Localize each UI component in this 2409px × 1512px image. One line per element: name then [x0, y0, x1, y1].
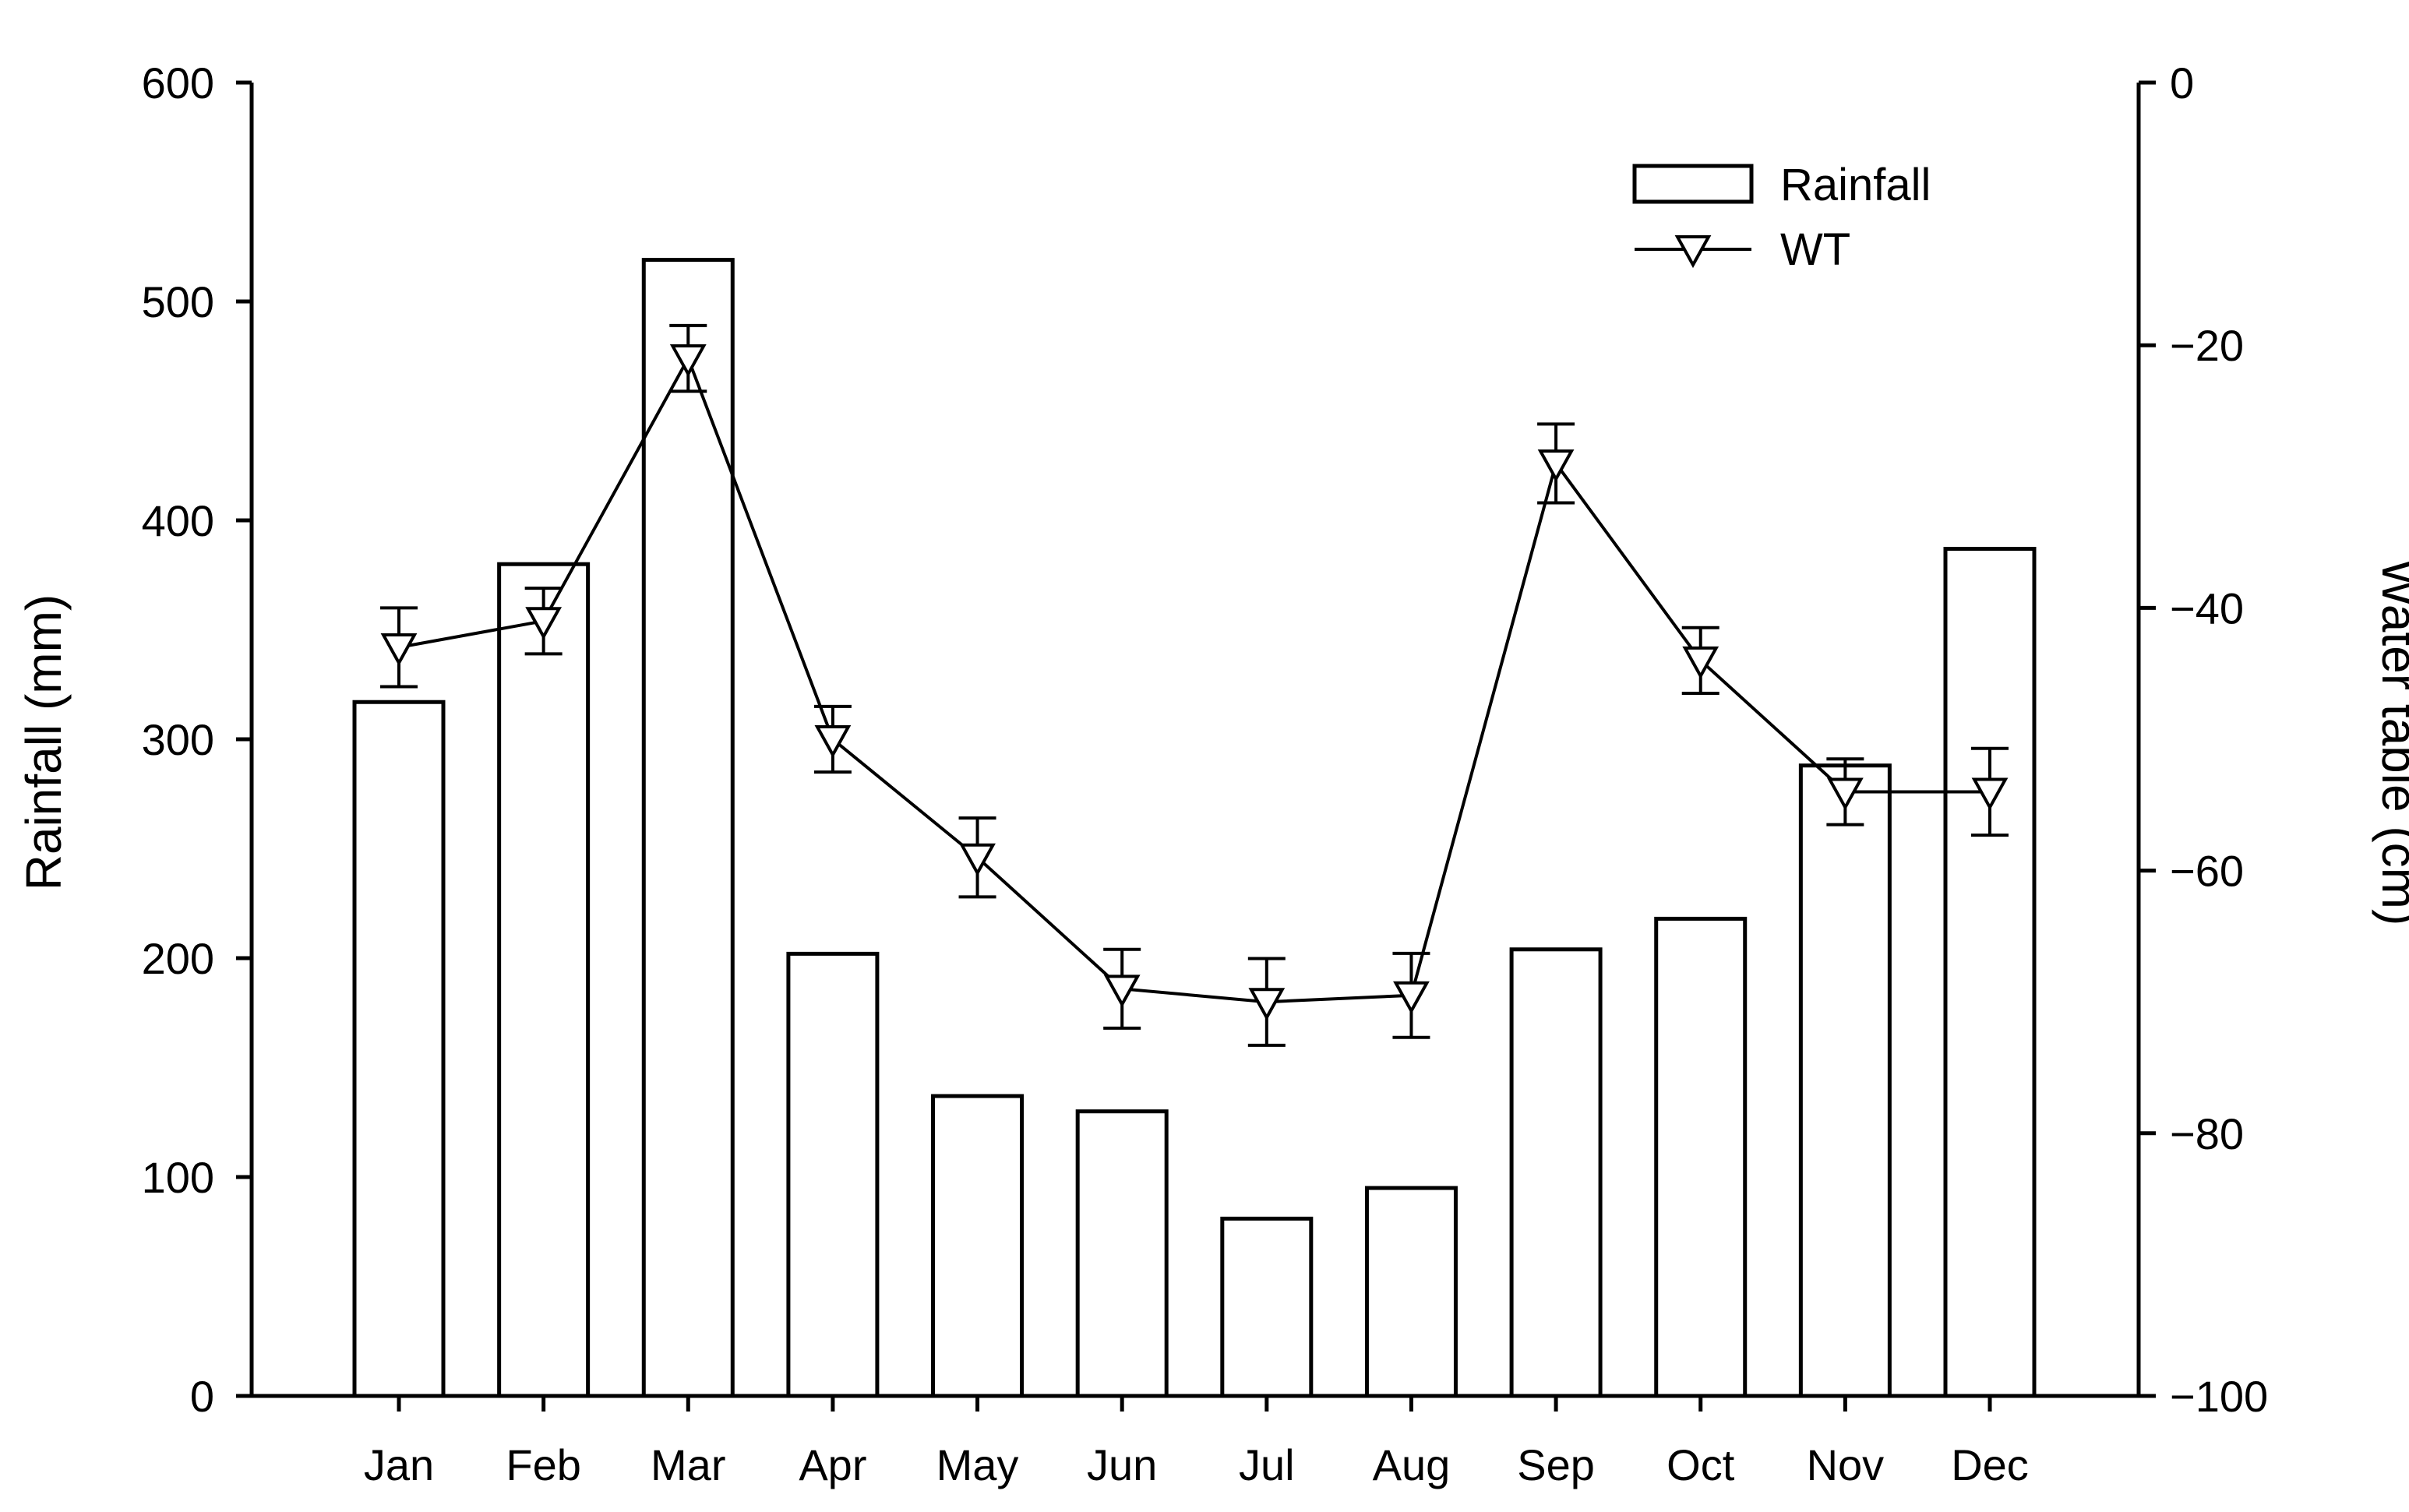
wt-point-feb [525, 607, 563, 640]
wt-point-jun [1103, 975, 1141, 1008]
axes [236, 80, 2156, 1412]
tick-labels: 0 100 200 300 400 500 600 −100 −80 −60 −40 −20 0 Jan F… [142, 58, 2269, 1489]
x-tick-label-jan: Jan [364, 1440, 434, 1489]
x-tick-label-may: May [936, 1440, 1019, 1489]
wt-point-jul [1248, 988, 1286, 1021]
y2-tick-label-1: −80 [2170, 1109, 2244, 1158]
y-tick-label-0: 0 [190, 1372, 214, 1421]
x-tick-label-jun: Jun [1087, 1440, 1157, 1489]
rainfall-bar-aug [1364, 1186, 1458, 1398]
x-tick-label-aug: Aug [1373, 1440, 1451, 1489]
water-table-series [380, 323, 2009, 1047]
legend-rainfall-swatch [1632, 164, 1754, 204]
rainfall-bar-may [931, 1094, 1025, 1398]
rainfall-bar-apr [786, 951, 880, 1398]
y2-tick-label-5: 0 [2170, 58, 2194, 107]
x-tick-label-mar: Mar [651, 1440, 725, 1489]
wt-point-oct [1682, 646, 1719, 679]
wt-point-aug [1393, 981, 1430, 1014]
wt-point-sep [1537, 449, 1575, 483]
x-tick-label-oct: Oct [1667, 1440, 1735, 1489]
y-tick-label-400: 400 [142, 496, 214, 545]
y-axis-title: Rainfall (mm) [16, 594, 72, 890]
wt-point-jan [380, 633, 418, 667]
x-tick-label-jul: Jul [1239, 1440, 1295, 1489]
y2-tick-label-0: −100 [2170, 1372, 2268, 1421]
x-tick-label-dec: Dec [1951, 1440, 2029, 1489]
wt-point-nov [1826, 777, 1864, 811]
rainfall-bar-jun [1075, 1109, 1169, 1398]
y-tick-label-100: 100 [142, 1153, 214, 1202]
rainfall-bar-oct [1654, 916, 1748, 1398]
rainfall-bar-jul [1220, 1216, 1314, 1398]
legend-wt-marker [1674, 235, 1712, 269]
wt-point-apr [814, 725, 852, 759]
legend-rainfall-label: Rainfall [1780, 160, 1931, 210]
y-tick-label-500: 500 [142, 277, 214, 326]
rainfall-bar-sep [1509, 947, 1603, 1398]
x-tick-label-nov: Nov [1807, 1440, 1885, 1489]
rainfall-bar-feb [497, 562, 591, 1398]
wt-point-mar [669, 344, 707, 378]
rainfall-bar-nov [1798, 763, 1892, 1398]
rainfall-bars [352, 258, 2037, 1398]
y2-tick-label-2: −60 [2170, 847, 2244, 896]
y2-tick-label-4: −20 [2170, 321, 2244, 370]
wt-series-line [398, 354, 1990, 1004]
rainfall-bar-jan [352, 700, 446, 1398]
rainfall-bar-mar [641, 258, 735, 1398]
x-tick-label-apr: Apr [799, 1440, 866, 1489]
rainfall-bar-dec [1943, 547, 2037, 1398]
x-tick-label-feb: Feb [506, 1440, 581, 1489]
legend-wt-label: WT [1780, 224, 1850, 275]
wt-point-may [959, 843, 996, 876]
y2-tick-label-3: −40 [2170, 583, 2244, 633]
y-tick-label-200: 200 [142, 934, 214, 983]
x-tick-label-sep: Sep [1517, 1440, 1595, 1489]
y2-axis-title: Water table (cm) [2372, 559, 2409, 926]
y-tick-label-300: 300 [142, 715, 214, 764]
wt-point-dec [1971, 777, 2009, 811]
legend: Rainfall WT [1632, 160, 1931, 275]
y-tick-label-600: 600 [142, 58, 214, 107]
